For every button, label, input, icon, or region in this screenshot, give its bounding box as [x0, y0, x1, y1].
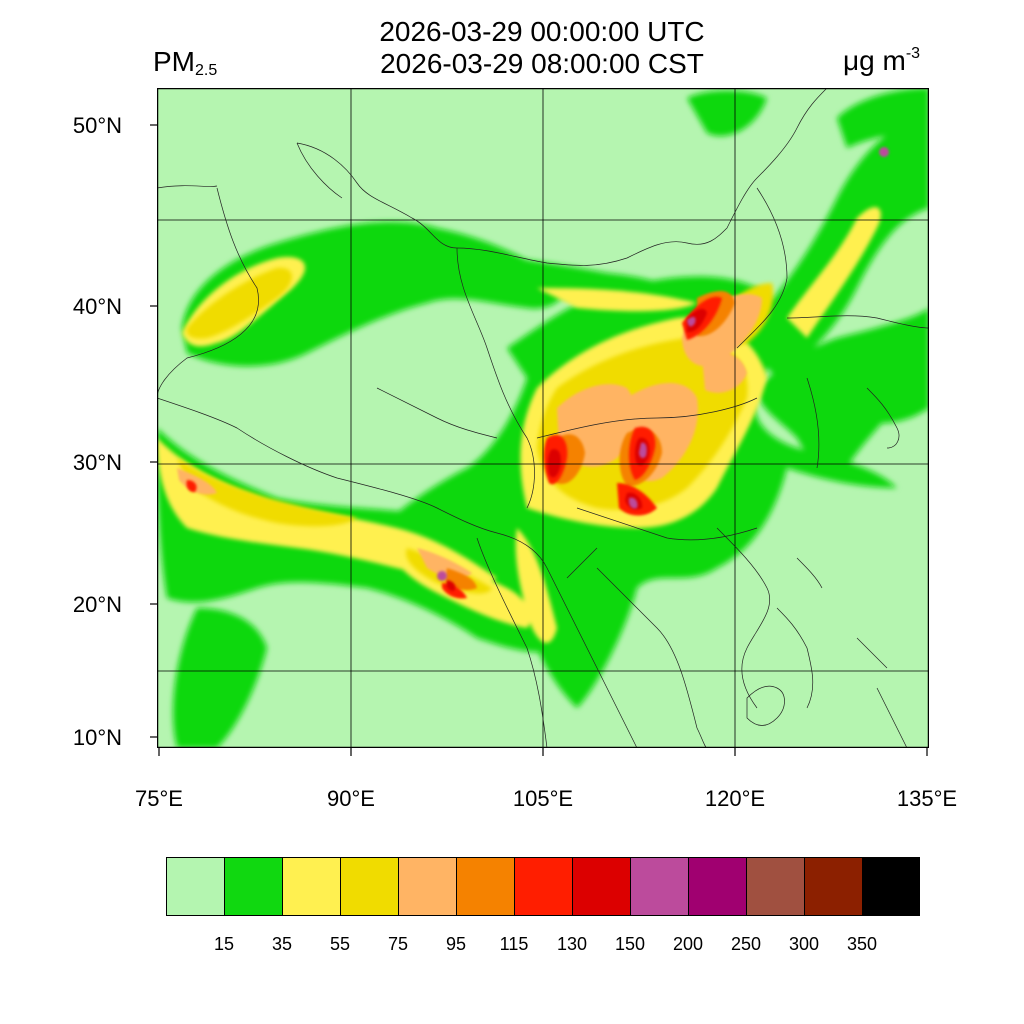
colorbar-label: 150: [614, 934, 646, 954]
colorbar-box: [340, 857, 399, 916]
axis-ticks: [150, 124, 928, 756]
colorbar-label: 95: [445, 934, 467, 954]
units-exponent: -3: [905, 45, 921, 62]
colorbar-box: [166, 857, 225, 916]
colorbar: [166, 857, 920, 916]
lat-label-50N: 50°N: [72, 113, 122, 138]
colorbar-label: 300: [788, 934, 820, 954]
colorbar-box: [862, 857, 920, 916]
colorbar-box: [746, 857, 805, 916]
country-boundaries: [157, 88, 929, 748]
colorbar-box: [456, 857, 515, 916]
variable-name: PM: [153, 46, 195, 77]
lat-label-20N: 20°N: [72, 592, 122, 617]
title-utc: 2026-03-29 00:00:00 UTC: [379, 16, 705, 47]
colorbar-box: [514, 857, 573, 916]
units-base: μg m: [843, 45, 906, 76]
colorbar-label: 115: [499, 934, 529, 954]
lon-label-75E: 75°E: [135, 786, 183, 811]
lat-label-30N: 30°N: [72, 450, 122, 475]
colorbar-box: [282, 857, 341, 916]
graticule: [157, 88, 929, 748]
colorbar-box: [572, 857, 631, 916]
lon-label-90E: 90°E: [327, 786, 375, 811]
colorbar-box: [398, 857, 457, 916]
title-cst: 2026-03-29 08:00:00 CST: [380, 48, 704, 79]
variable-subscript: 2.5: [195, 62, 218, 79]
lon-label-105E: 105°E: [512, 786, 574, 811]
colorbar-label: 15: [213, 934, 235, 954]
units-label: μg m-3: [843, 45, 920, 77]
colorbar-label: 350: [846, 934, 878, 954]
lat-label-40N: 40°N: [72, 294, 122, 319]
pm25-map: [157, 88, 929, 748]
lon-label-120E: 120°E: [704, 786, 766, 811]
lon-label-135E: 135°E: [896, 786, 958, 811]
map-frame: [157, 88, 929, 748]
variable-label: PM2.5: [153, 46, 217, 80]
colorbar-label: 250: [730, 934, 762, 954]
pm-level-150-200: [437, 147, 889, 581]
colorbar-label: 75: [387, 934, 409, 954]
colorbar-box: [224, 857, 283, 916]
colorbar-label: 200: [672, 934, 704, 954]
colorbar-label: 55: [329, 934, 351, 954]
colorbar-label: 35: [271, 934, 293, 954]
colorbar-box: [804, 857, 863, 916]
colorbar-box: [630, 857, 689, 916]
colorbar-label: 130: [556, 934, 588, 954]
colorbar-box: [688, 857, 747, 916]
lat-label-10N: 10°N: [72, 725, 122, 750]
